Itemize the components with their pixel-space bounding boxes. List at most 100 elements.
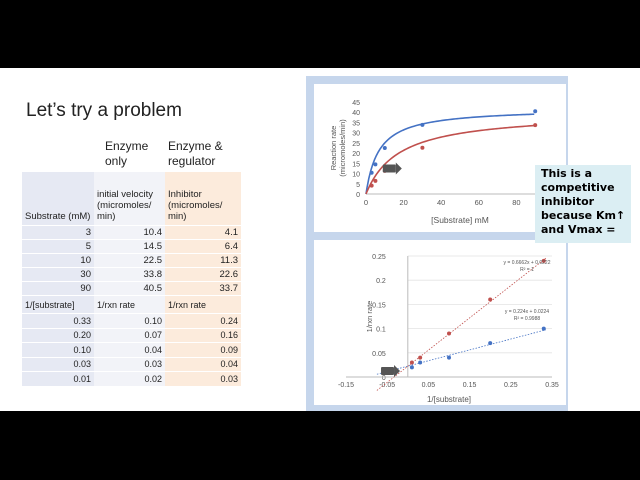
y-tick-label: 0 xyxy=(356,192,360,199)
y-tick-label: 0.1 xyxy=(376,327,386,334)
x-tick-label: -0.05 xyxy=(379,382,395,389)
table-cell: 4.1 xyxy=(165,225,241,240)
kinetics-table: Substrate (mM) initial velocity (micromo… xyxy=(22,172,241,296)
data-point xyxy=(369,183,374,188)
table-cell: 40.5 xyxy=(94,281,165,296)
table-cell: 0.02 xyxy=(94,371,165,387)
x-tick-label: 60 xyxy=(475,198,483,207)
slide-title: Let’s try a problem xyxy=(26,100,182,121)
table-cell: 10.4 xyxy=(94,225,165,240)
table-cell: 0.33 xyxy=(22,313,94,329)
enzyme-only-heading: Enzyme only xyxy=(105,139,149,168)
table-cell: 3 xyxy=(22,225,94,240)
y-tick-label: 5 xyxy=(356,182,360,189)
table-cell: 33.8 xyxy=(94,267,165,282)
table-row: 30 33.8 22.6 xyxy=(22,267,241,282)
data-point xyxy=(447,331,451,336)
table-cell: 0.24 xyxy=(165,313,241,329)
table-row: 5 14.5 6.4 xyxy=(22,239,241,254)
table-cell: 11.3 xyxy=(165,253,241,268)
data-point xyxy=(420,145,425,150)
y-axis-label: 1/rxn rate xyxy=(365,301,374,333)
table-row: 0.33 0.10 0.24 xyxy=(22,313,241,329)
arrow-icon xyxy=(382,164,396,173)
data-point xyxy=(420,122,425,127)
table-row: 0.20 0.07 0.16 xyxy=(22,328,241,343)
table-cell: 0.16 xyxy=(165,328,241,343)
trendline-equation: y = 0.6662x + 0.0222 xyxy=(504,260,551,266)
arrow-icon xyxy=(394,365,401,377)
data-point xyxy=(373,178,378,183)
table-cell: 0.03 xyxy=(94,357,165,372)
y-tick-label: 0.2 xyxy=(376,278,386,285)
x-tick-label: -0.15 xyxy=(338,382,354,389)
data-point xyxy=(418,355,423,360)
table-row: 10 22.5 11.3 xyxy=(22,253,241,268)
trendline-r-squared: R² = 1 xyxy=(520,267,534,273)
x-tick-label: 40 xyxy=(437,198,445,207)
y-tick-label: 0.15 xyxy=(372,302,386,309)
y-tick-label: 40 xyxy=(352,110,360,117)
table-cell: 0.04 xyxy=(94,342,165,358)
x-tick-label: 0.25 xyxy=(504,382,518,389)
series-line xyxy=(365,124,535,195)
y-tick-label: 45 xyxy=(352,100,360,107)
table-cell: 0.07 xyxy=(94,328,165,343)
table-cell: 0.03 xyxy=(22,357,94,372)
enzyme-regulator-heading: Enzyme & regulator xyxy=(168,139,223,168)
table-cell: 5 xyxy=(22,239,94,254)
table-row: 0.01 0.02 0.03 xyxy=(22,371,241,387)
table-cell: 0.09 xyxy=(165,342,241,358)
table-cell: 10 xyxy=(22,253,94,268)
y-tick-label: 0.05 xyxy=(372,351,386,358)
trendline xyxy=(376,257,547,391)
data-point xyxy=(541,258,546,263)
data-point xyxy=(373,162,378,167)
table-cell: 33.7 xyxy=(165,281,241,296)
col-header-reciprocal-rate-inhibitor: 1/rxn rate xyxy=(165,296,241,314)
table-cell: 14.5 xyxy=(94,239,165,254)
data-point xyxy=(541,326,546,331)
table-cell: 0.20 xyxy=(22,328,94,343)
table-cell: 0.03 xyxy=(165,371,241,387)
data-point xyxy=(447,355,451,360)
data-point xyxy=(418,360,423,365)
x-tick-label: 80 xyxy=(512,198,520,207)
x-tick-label: 20 xyxy=(399,198,407,207)
trendline-r-squared: R² = 0.9988 xyxy=(514,316,540,322)
col-header-substrate: Substrate (mM) xyxy=(22,172,94,226)
michaelis-menten-chart: 0 5 10 15 20 25 30 35 40 45 0 20 40 60 80 [Substrate] m… xyxy=(314,84,566,232)
table-cell: 30 xyxy=(22,267,94,282)
data-point xyxy=(409,365,414,370)
table-cell: 22.5 xyxy=(94,253,165,268)
arrow-icon xyxy=(381,367,395,375)
data-point xyxy=(533,109,538,114)
table-cell: 0.10 xyxy=(22,342,94,358)
table-cell: 22.6 xyxy=(165,267,241,282)
lineweaver-burk-chart: 0 0.05 0.1 0.15 0.2 0.25 -0.15 -0.05 0.05 0.15 0.2… xyxy=(314,240,566,405)
col-header-initial-velocity: initial velocity (micromoles/ min) xyxy=(94,172,165,226)
x-axis-label: 1/[substrate] xyxy=(427,395,471,404)
table-row: 0.10 0.04 0.09 xyxy=(22,342,241,358)
reciprocal-table: 1/[substrate] 1/rxn rate 1/rxn rate 0.33… xyxy=(22,296,241,387)
col-header-reciprocal-substrate: 1/[substrate] xyxy=(22,296,94,314)
col-header-inhibitor: Inhibitor (micromoles/ min) xyxy=(165,172,241,226)
table-cell: 6.4 xyxy=(165,239,241,254)
table-cell: 0.01 xyxy=(22,371,94,387)
data-point xyxy=(382,146,387,150)
data-point xyxy=(488,341,493,346)
col-header-reciprocal-rate: 1/rxn rate xyxy=(94,296,165,314)
table-cell: 0.04 xyxy=(165,357,241,372)
table-row: 90 40.5 33.7 xyxy=(22,281,241,296)
x-tick-label: 0.35 xyxy=(545,382,559,389)
y-tick-label: 25 xyxy=(352,141,360,148)
y-tick-label: 10 xyxy=(352,172,360,179)
competitive-inhibitor-callout: This is a competitive inhibitor because … xyxy=(535,165,631,243)
x-axis-label: [Substrate] mM xyxy=(431,215,489,225)
data-point xyxy=(369,170,374,175)
trendline-equation: y = 0.224x + 0.0224 xyxy=(505,309,549,315)
table-row: 3 10.4 4.1 xyxy=(22,225,241,240)
series-line xyxy=(365,113,535,195)
table-cell: 0.10 xyxy=(94,313,165,329)
y-axis-label: Reaction rate(micromoles/min) xyxy=(329,119,347,177)
